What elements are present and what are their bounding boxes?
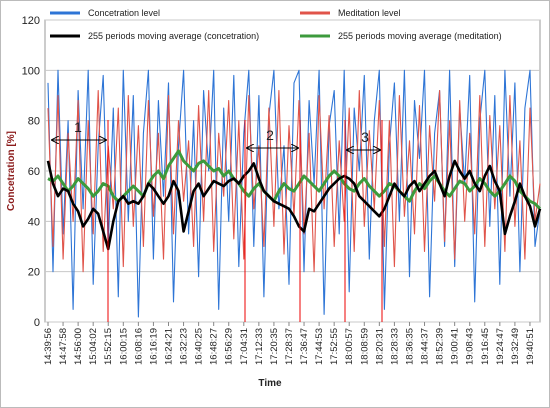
y-tick-label: 40 <box>28 216 40 228</box>
x-tick-label: 17:36:47 <box>299 328 310 365</box>
x-axis-label: Time <box>258 378 282 389</box>
x-tick-label: 17:28:37 <box>284 328 295 365</box>
x-tick-label: 18:20:31 <box>374 328 385 365</box>
x-tick-label: 18:52:39 <box>435 328 446 365</box>
y-tick-label: 20 <box>28 267 40 279</box>
x-tick-label: 19:08:43 <box>465 328 476 365</box>
y-tick-label: 100 <box>22 65 40 77</box>
x-tick-label: 18:08:59 <box>359 328 370 365</box>
annotation: 1 <box>74 119 82 135</box>
x-tick-label: 19:16:45 <box>480 328 491 365</box>
x-tick-label: 19:32:49 <box>510 328 521 365</box>
x-tick-label: 18:00:57 <box>344 328 355 365</box>
x-tick-label: 17:12:33 <box>254 328 265 365</box>
plot-area: 0 20 40 60 80 100 120 14:39:56 14:47:58 14:56:00 1… <box>22 15 542 365</box>
x-tick-label: 19:00:41 <box>450 328 461 365</box>
legend-label: Meditation level <box>338 8 401 18</box>
x-tick-label: 16:16:19 <box>148 328 159 365</box>
y-axis-label: Concetration [%] <box>6 131 17 211</box>
x-tick-label: 18:28:33 <box>389 328 400 365</box>
y-tick-label: 0 <box>34 317 40 329</box>
x-tick-label: 17:44:53 <box>314 328 325 365</box>
legend-label: Concetration level <box>88 8 160 18</box>
legend-label: 255 periods moving average (concetration… <box>88 31 259 41</box>
x-tick-label: 14:39:56 <box>43 328 54 365</box>
x-tick-label: 18:44:37 <box>420 328 431 365</box>
annotations: 1 2 3 <box>52 119 383 322</box>
y-tick-label: 80 <box>28 116 40 128</box>
x-tick-label: 14:56:00 <box>73 328 84 365</box>
x-tick-label: 16:48:27 <box>209 328 220 365</box>
y-tick-label: 120 <box>22 15 40 27</box>
series-line <box>47 149 542 210</box>
x-tick-label: 16:56:29 <box>224 328 235 365</box>
x-tick-label: 17:04:31 <box>239 328 250 365</box>
x-tick-label: 16:40:25 <box>194 328 205 365</box>
x-tick-label: 16:00:15 <box>118 328 129 365</box>
x-tick-label: 16:24:21 <box>163 328 174 365</box>
x-tick-label: 19:24:47 <box>495 328 506 365</box>
x-tick-label: 19:40:51 <box>525 328 536 365</box>
x-tick-label: 16:08:16 <box>133 328 144 365</box>
legend-label: 255 periods moving average (meditation) <box>338 31 502 41</box>
annotation: 2 <box>266 127 274 143</box>
x-tick-label: 17:20:35 <box>269 328 280 365</box>
x-tick-label: 15:04:02 <box>88 328 99 365</box>
x-tick-label: 16:32:23 <box>179 328 190 365</box>
annotation: 3 <box>361 129 369 145</box>
y-tick-label: 60 <box>28 166 40 178</box>
x-tick-label: 14:47:58 <box>58 328 69 365</box>
x-tick-label: 15:52:15 <box>103 328 114 365</box>
x-tick-label: 18:36:35 <box>404 328 415 365</box>
x-tick-label: 17:52:55 <box>329 328 340 365</box>
series-line <box>46 159 542 251</box>
